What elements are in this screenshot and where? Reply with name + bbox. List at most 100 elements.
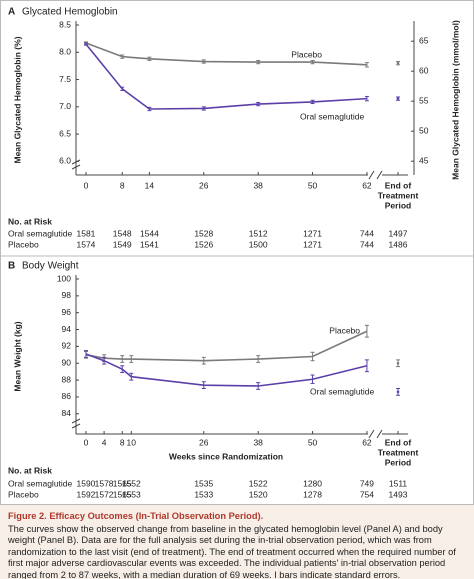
x-tick-label: 10 [127,437,137,447]
error-bar [120,86,125,91]
error-bar [120,355,125,363]
risk-title: No. at Risk [8,216,52,226]
y2-tick-label: 65 [419,35,429,45]
error-bar [147,56,152,61]
risk-value: 1565 [113,478,132,488]
series-label: Oral semaglutide [300,111,365,121]
y-tick-label: 7.5 [59,74,71,84]
error-bar [201,356,206,365]
y-tick-label: 6.0 [59,156,71,166]
error-bar [120,54,125,59]
risk-value: 1578 [95,478,114,488]
risk-value: 1497 [389,228,408,238]
risk-title: No. at Risk [8,465,52,475]
x-tick-label: 26 [199,437,209,447]
y-tick-label: 94 [62,324,72,334]
error-bar [201,106,206,111]
error-bar [310,351,315,362]
y-tick-label: 7.0 [59,101,71,111]
risk-value: 1271 [303,239,322,249]
y-tick-label: 8.0 [59,47,71,57]
frame [0,0,474,505]
y-tick-label: 86 [62,391,72,401]
error-bar [310,99,315,105]
y-tick-label: 92 [62,341,72,351]
caption: Figure 2. Efficacy Outcomes (In-Trial Ob… [0,505,474,579]
y2-tick-label: 50 [419,125,429,135]
series-label: Oral semaglutide [310,386,375,396]
error-bar [201,381,206,390]
x-tick-label: 0 [84,180,89,190]
error-bar [364,62,369,68]
error-bar [364,324,369,338]
risk-row-name: Placebo [8,239,39,249]
x-tick-label: 62 [362,437,372,447]
series-line [85,330,368,362]
risk-value: 1581 [77,228,96,238]
risk-value: 1565 [113,489,132,499]
x-tick-label: 26 [199,180,209,190]
x-tick-label: 0 [84,437,89,447]
x-tick-label: 14 [145,180,155,190]
end-label: End of [385,437,412,447]
end-point [396,97,400,100]
risk-value: 1528 [194,228,213,238]
end-label: End of [385,180,412,190]
y2-tick-label: 45 [419,155,429,165]
error-bar [129,355,134,363]
risk-value: 754 [360,489,374,499]
y-tick-label: 6.5 [59,128,71,138]
y-tick-label: 98 [62,290,72,300]
risk-value: 1548 [113,228,132,238]
error-bar [83,42,88,46]
axis-break [376,429,383,439]
error-bar [102,356,107,365]
y-tick-label: 88 [62,374,72,384]
y-tick-label: 8.5 [59,19,71,29]
risk-value: 1280 [303,478,322,488]
caption-body: The curves show the observed change from… [8,523,456,579]
risk-value: 1553 [122,489,141,499]
error-bar [310,59,315,65]
caption-heading: Figure 2. Efficacy Outcomes (In-Trial Ob… [8,511,264,521]
risk-value: 1520 [249,489,268,499]
x-tick-label: 50 [308,180,318,190]
panel-label: A [8,7,15,18]
risk-value: 1278 [303,489,322,499]
y2-axis-label: Mean Glycated Hemoglobin (mmol/mol) [450,20,460,180]
risk-value: 1590 [77,478,96,488]
axis-break [376,170,383,180]
figure: A Glycated Hemoglobin 6.0 6.5 7.0 7.5 8.0 8.5 0 8… [0,0,474,505]
error-bar [256,101,261,107]
y-axis-label: Mean Weight (kg) [12,321,22,391]
end-point [396,61,400,65]
risk-value: 1574 [77,239,96,249]
y-tick-label: 100 [57,273,71,283]
x-tick-label: 4 [102,437,107,447]
error-bar [147,106,152,112]
error-bar [256,382,261,390]
y-tick-label: 84 [62,408,72,418]
error-bar [364,359,369,373]
risk-value: 1271 [303,228,322,238]
risk-row-name: Oral semaglutide [8,478,73,488]
panel-title: Body Weight [22,261,79,272]
axis-break [368,429,375,439]
risk-value: 1522 [249,478,268,488]
risk-value: 1511 [389,478,408,488]
axis-break [71,164,81,170]
risk-value: 1512 [249,228,268,238]
axis-break [71,423,81,429]
end-point [396,390,400,394]
series-line [85,42,367,66]
risk-value: 1493 [389,489,408,499]
risk-value: 1533 [194,489,213,499]
error-bar [129,372,134,381]
error-bar [201,59,206,64]
y2-tick-label: 60 [419,65,429,75]
y-axis-label: Mean Glycated Hemoglobin (%) [12,36,22,163]
error-bar [364,95,369,102]
risk-row-name: Oral semaglutide [8,228,73,238]
risk-value: 744 [360,239,374,249]
